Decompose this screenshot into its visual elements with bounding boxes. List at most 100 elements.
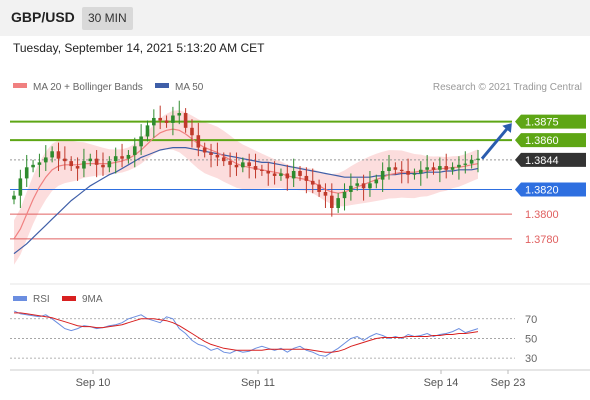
x-tick-label: Sep 10 [76,377,111,389]
candle-body [43,157,48,163]
candle-body [399,169,404,171]
level-label: 1.3820 [525,185,559,197]
candle-body [202,147,207,153]
projection-arrow-head [502,123,512,133]
candle-body [37,162,42,165]
x-tick-label: Sep 11 [241,377,275,389]
candle-body [368,183,372,189]
candle-body [279,173,283,176]
candle-body [412,173,417,175]
level-tag: 1.3800 [525,209,559,221]
chart-panel [0,36,590,400]
candle-body [101,164,105,168]
candle-body [285,173,290,179]
level-tag: 1.3780 [525,234,559,246]
candle-body [50,151,54,158]
candle-body [94,158,99,165]
rsi-ma-legend-label: 9MA [82,294,103,305]
candle-body [431,167,436,170]
candle-body [107,161,112,168]
rsi-ma-line [14,312,479,353]
ma20-legend-label: MA 20 + Bollinger Bands [33,82,143,93]
candle-body [355,183,360,186]
candle-body [158,117,162,121]
candle-body [393,167,398,170]
ma50-legend-swatch [155,83,169,88]
candle-body [304,175,309,181]
candle-body [450,167,455,170]
candle-body [63,158,67,162]
level-tag: 1.3844 [515,152,586,167]
ma50-line [13,147,479,255]
timeframe-button[interactable]: 30 MIN [82,7,133,30]
candle-body [463,163,468,165]
projection-arrow-shaft [480,126,510,160]
candle-body [183,113,188,128]
rsi-tick-label: 70 [525,314,537,326]
candle-body [88,158,93,162]
candle-body [209,152,213,155]
candle-body [139,136,143,147]
candle-body [361,183,366,189]
x-tick-label: Sep 14 [424,377,459,389]
candle-body [120,156,124,159]
candle-body [145,125,150,137]
rsi-legend-label: RSI [33,294,50,305]
candle-body [323,191,328,196]
candle-body [75,166,80,169]
candle-body [113,156,118,162]
candle-body [330,195,334,208]
candle-body [12,195,16,200]
bollinger-band [14,110,478,265]
level-label: 1.3860 [525,135,559,147]
candle-body [291,171,296,179]
candle-body [444,166,449,170]
level-tag-bg [515,182,586,197]
candle-body [374,179,379,184]
candle-body [24,167,29,179]
x-axis: Sep 10 Sep 11 Sep 14 Sep 23 [76,370,525,389]
candle-body [310,180,315,185]
candle-body [69,161,74,167]
candle-body [132,146,137,155]
level-tag: 1.3860 [515,133,586,148]
candle-body [469,159,474,164]
level-tag: 1.3875 [515,114,586,129]
candle-body [18,178,23,196]
candle-body [228,161,232,165]
candle-body [266,171,271,174]
candle-body [177,113,182,116]
candle-body [215,154,220,158]
candle-body [190,127,194,136]
candle-body [164,120,169,123]
level-tag-bg [515,114,586,129]
candle-body [438,166,442,170]
candle-body [253,166,258,170]
level-tag: 1.3820 [515,182,586,197]
credit-text: Research © 2021 Trading Central [433,82,582,93]
rsi-tick-label: 30 [525,353,537,365]
candle-body [317,184,321,192]
rsi-plot: 70 50 30 [10,310,537,365]
level-tag-bg [515,152,586,167]
ma20-legend-swatch [13,83,27,88]
candle-body [457,164,461,168]
candle-body [298,171,302,176]
ma20-line [13,128,479,240]
candle-body [406,171,410,175]
level-label: 1.3780 [525,234,559,246]
level-label: 1.3800 [525,209,559,221]
rsi-legend-swatch [13,296,27,301]
rsi-tick-label: 50 [525,333,537,345]
rsi-ma-legend-swatch [62,296,76,301]
ma50-legend-label: MA 50 [175,82,204,93]
candle-body [418,169,423,174]
symbol-label: GBP/USD [11,9,75,25]
candle-body [336,198,340,208]
candle-body [126,154,131,159]
candle-body [56,151,61,159]
candle-body [31,164,35,168]
candle-body [247,162,251,167]
candle-body [241,162,245,168]
